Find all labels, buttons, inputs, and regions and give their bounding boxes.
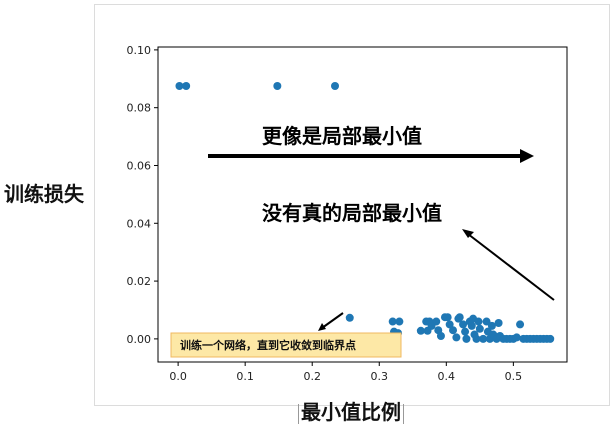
data-point: [388, 317, 397, 326]
data-point: [472, 334, 481, 343]
data-point: [494, 318, 503, 327]
data-point: [516, 320, 525, 329]
data-points: [175, 82, 555, 343]
data-point: [436, 331, 445, 340]
x-tick-label: 0.0: [169, 370, 187, 383]
data-point: [273, 82, 282, 91]
data-point: [475, 324, 484, 333]
annotation-more-like-local-min: 更像是局部最小值: [262, 124, 422, 148]
cursor-bar-right: [403, 403, 404, 424]
note-box: [170, 332, 402, 358]
data-point: [443, 313, 452, 322]
cursor-bar-left: [298, 403, 299, 424]
y-tick-label: 0.06: [127, 159, 152, 172]
x-tick-label: 0.1: [236, 370, 254, 383]
data-point: [445, 320, 454, 329]
plot-area: [157, 46, 568, 363]
data-point: [462, 334, 471, 343]
figure-frame: [94, 4, 610, 406]
diagonal-arrow-head: [462, 229, 474, 238]
x-tick-label: 0.5: [505, 370, 523, 383]
data-point: [395, 317, 404, 326]
data-point: [461, 327, 470, 336]
annotation-not-true-local-min: 没有真的局部最小值: [262, 201, 442, 225]
data-point: [416, 326, 425, 335]
y-tick-label: 0.08: [127, 102, 152, 115]
data-point: [455, 313, 464, 322]
y-axis-label: 训练损失: [4, 182, 84, 206]
x-tick-label: 0.2: [303, 370, 321, 383]
y-tick-label: 0.02: [127, 275, 152, 288]
data-point: [487, 321, 496, 330]
data-point: [467, 321, 476, 330]
data-point: [182, 82, 191, 91]
data-point: [452, 333, 461, 342]
diagonal-arrow: [467, 233, 555, 301]
data-point: [482, 317, 491, 326]
y-tick-label: 0.10: [127, 44, 152, 57]
x-tick-label: 0.3: [371, 370, 389, 383]
small-arrow-head: [318, 323, 326, 331]
data-point: [474, 317, 483, 326]
x-axis-label-wrap: 最小值比例: [296, 396, 406, 425]
data-point: [459, 320, 468, 329]
small-arrow: [321, 312, 344, 329]
x-ticks: 0.0 0.1 0.2 0.3 0.4 0.5: [169, 362, 522, 383]
horizontal-arrow-head: [520, 149, 534, 163]
data-point: [345, 313, 354, 322]
note-box-text: 训练一个网络，直到它收敛到临界点: [180, 338, 356, 352]
y-ticks: 0.00 0.02 0.04 0.06 0.08 0.10: [127, 44, 158, 346]
data-point: [479, 334, 488, 343]
data-point: [175, 82, 184, 91]
y-tick-label: 0.04: [127, 217, 152, 230]
data-point: [427, 321, 436, 330]
x-tick-label: 0.4: [438, 370, 456, 383]
data-point: [331, 82, 340, 91]
data-point: [449, 326, 458, 335]
x-axis-label: 最小值比例: [301, 400, 401, 424]
data-point: [512, 333, 521, 342]
y-tick-label: 0.00: [127, 333, 152, 346]
data-point: [546, 334, 555, 343]
